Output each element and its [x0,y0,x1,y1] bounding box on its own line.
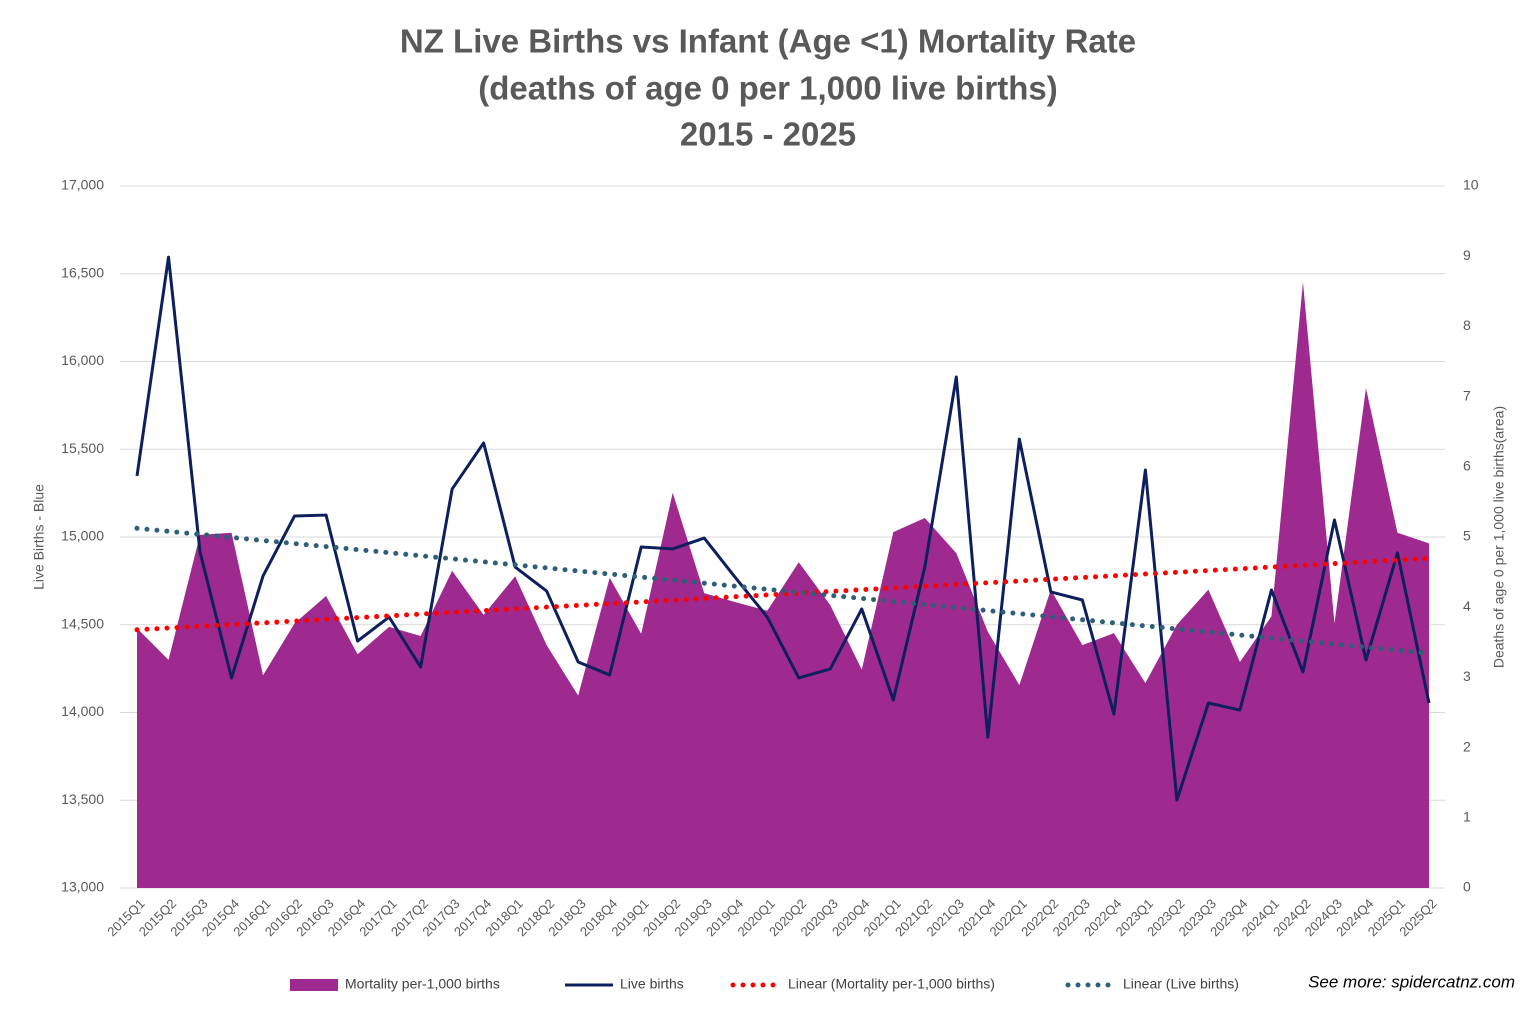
chart-title: 2015 - 2025 [680,116,856,153]
legend-label: Linear (Live births) [1123,976,1239,992]
y-tick-label: 14,500 [61,615,104,631]
y2-tick-label: 6 [1463,458,1471,474]
legend-label: Mortality per-1,000 births [345,976,500,992]
y-axis-label: Live Births - Blue [31,484,47,590]
y2-tick-label: 0 [1463,879,1471,895]
y-tick-label: 15,000 [61,528,104,544]
trendline [134,555,1432,633]
y2-tick-label: 2 [1463,738,1471,754]
y2-tick-label: 4 [1463,598,1471,614]
y2-axis-label: Deaths of age 0 per 1,000 live births(ar… [1491,406,1507,668]
y2-tick-label: 8 [1463,317,1471,333]
y-tick-label: 16,500 [61,264,104,280]
y-tick-label: 13,500 [61,791,104,807]
y-tick-label: 13,000 [61,879,104,895]
y2-tick-label: 1 [1463,809,1471,825]
legend-label: Live births [620,976,684,992]
y2-tick-label: 7 [1463,387,1471,403]
y-tick-label: 15,500 [61,440,104,456]
legend-label: Linear (Mortality per-1,000 births) [788,976,995,992]
annotation: See more: spidercatnz.com [1308,972,1515,991]
y2-tick-label: 3 [1463,668,1471,684]
y2-tick-label: 9 [1463,247,1471,263]
line [135,255,1431,802]
chart-title: NZ Live Births vs Infant (Age <1) Mortal… [400,23,1136,60]
chart-title: (deaths of age 0 per 1,000 live births) [478,70,1058,107]
y-tick-label: 14,000 [61,703,104,719]
y2-tick-label: 10 [1463,177,1479,193]
y-tick-label: 17,000 [61,177,104,193]
y2-tick-label: 5 [1463,528,1471,544]
area [137,282,1429,888]
y-tick-label: 16,000 [61,352,104,368]
legend-swatch [290,979,338,991]
trendline [134,525,1432,656]
